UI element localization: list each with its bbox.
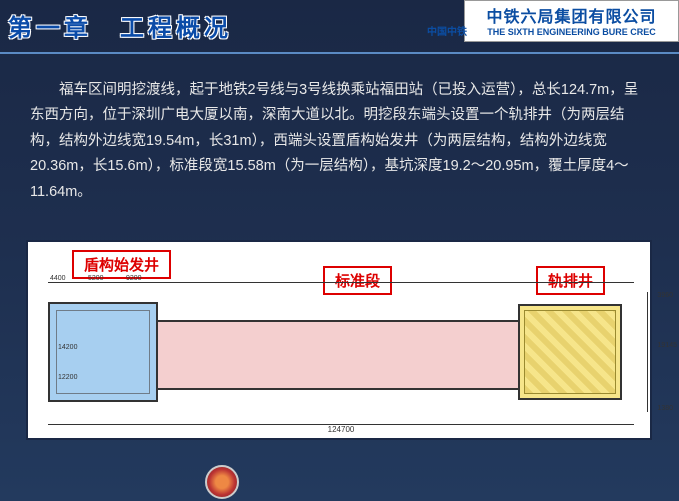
company-logo: 中铁六局集团有限公司 THE SIXTH ENGINEERING BURE CR… [464, 0, 679, 42]
label-standard-section: 标准段 [323, 266, 392, 295]
dim-tick: 9200 [126, 275, 142, 282]
dim-tick: 3960 [657, 292, 673, 299]
dim-tick: 12200 [58, 374, 77, 381]
logo-english: THE SIXTH ENGINEERING BURE CREC [469, 27, 674, 37]
logo-chinese: 中铁六局集团有限公司 [469, 3, 674, 27]
label-shield-shaft: 盾构始发井 [72, 250, 171, 279]
label-rail-shaft: 轨排井 [536, 266, 605, 295]
dim-tick: 14200 [58, 344, 77, 351]
plan-diagram: 盾构始发井 标准段 轨排井 4400 5200 9200 14200 12200… [26, 240, 652, 440]
dim-tick: 5200 [88, 275, 104, 282]
total-length-dim: 124700 [328, 425, 355, 434]
dimension-line-bottom: 124700 [48, 424, 634, 434]
header-divider [0, 52, 679, 54]
section-shield-shaft: 14200 12200 [48, 302, 158, 402]
dim-tick: 1380 [657, 405, 673, 412]
plan-view: 4400 5200 9200 14200 12200 3960 19145 13… [48, 292, 634, 412]
section-standard [158, 320, 518, 390]
header: 第一章 工程概况 中铁六局集团有限公司 THE SIXTH ENGINEERIN… [0, 0, 679, 60]
chapter-title: 第一章 工程概况 [8, 8, 232, 43]
dim-tick: 4400 [50, 275, 66, 282]
dim-tick: 19145 [658, 342, 677, 349]
section-rail-shaft [518, 304, 622, 400]
footer-emblem-icon [205, 465, 239, 499]
body-paragraph: 福车区间明挖渡线，起于地铁2号线与3号线换乘站福田站（已投入运营），总长124.… [30, 78, 650, 205]
dimension-line-top: 4400 5200 9200 [48, 282, 634, 290]
dimension-line-right: 3960 19145 1380 [647, 292, 648, 412]
logo-subtext: 中国中铁 [427, 23, 467, 38]
